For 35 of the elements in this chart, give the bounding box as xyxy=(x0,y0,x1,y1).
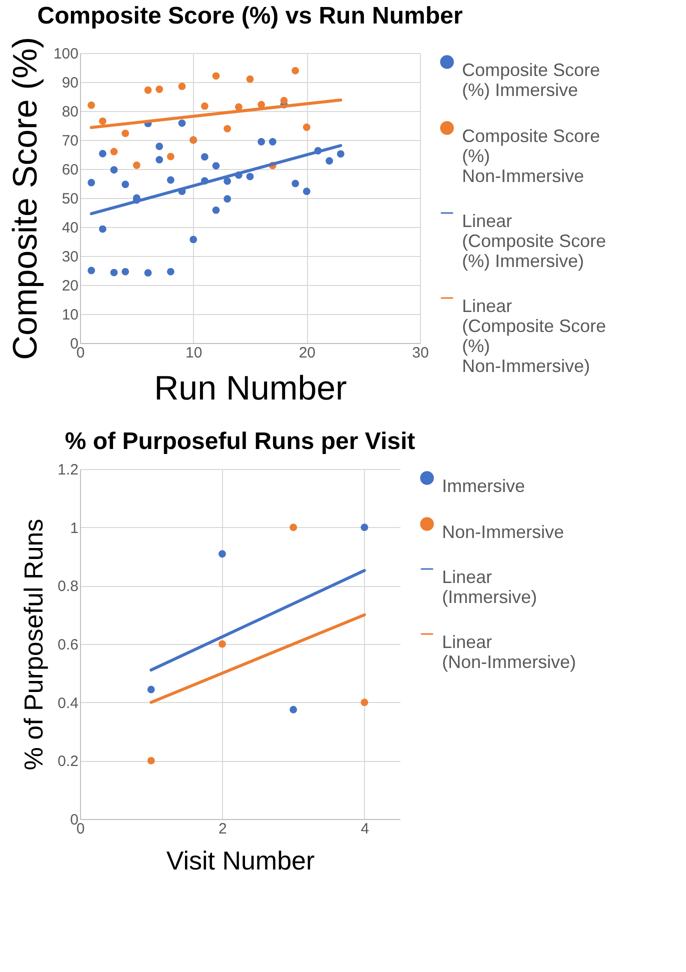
legend-label: Composite Score (%) Immersive xyxy=(462,60,600,100)
y-axis-title: Composite Score (%) xyxy=(6,36,44,360)
legend-label: Non-Immersive xyxy=(442,522,564,542)
y-tick-label: 0.6 xyxy=(58,636,78,654)
y-tick-label: 30 xyxy=(62,248,78,266)
y-tick-label: 0.4 xyxy=(58,694,78,712)
y-tick-label: 1 xyxy=(70,520,78,537)
x-tick-label: 30 xyxy=(412,344,429,362)
legend-label: Linear (Non-Immersive) xyxy=(442,632,576,672)
chart-title: Composite Score (%) vs Run Number xyxy=(37,2,463,30)
x-axis-title: Visit Number xyxy=(166,846,316,876)
y-tick-label: 1.2 xyxy=(58,462,78,478)
y-tick-label: 20 xyxy=(62,278,78,294)
x-tick-label: 4 xyxy=(360,820,370,838)
legend-label: Linear (Composite Score (%) Immersive) xyxy=(462,211,606,271)
legend-label: Linear (Composite Score (%) Non-Immersive) xyxy=(462,296,606,376)
y-tick-label: 0.2 xyxy=(58,753,78,770)
legend-label: Composite Score (%) Non-Immersive xyxy=(462,126,600,186)
y-tick-label: 60 xyxy=(62,162,78,178)
x-tick-label: 2 xyxy=(218,820,227,838)
y-tick-label: 10 xyxy=(62,306,78,324)
y-tick-label: 70 xyxy=(62,132,78,150)
y-tick-label: 90 xyxy=(62,74,78,92)
y-tick-label: 0.8 xyxy=(58,578,78,596)
y-axis-title: % of Purposeful Runs xyxy=(18,518,49,770)
y-tick-label: 80 xyxy=(62,104,78,120)
y-tick-label: 100 xyxy=(53,46,78,62)
legend-label: Immersive xyxy=(442,476,526,496)
x-axis-title: Run Number xyxy=(154,370,347,408)
x-tick-label: 10 xyxy=(185,344,202,362)
x-tick-label: 20 xyxy=(298,344,316,362)
y-tick-label: 50 xyxy=(62,190,78,208)
chart-title: % of Purposeful Runs per Visit xyxy=(64,428,416,455)
legend-label: Linear (Immersive) xyxy=(442,567,537,607)
y-tick-label: 40 xyxy=(62,220,78,236)
